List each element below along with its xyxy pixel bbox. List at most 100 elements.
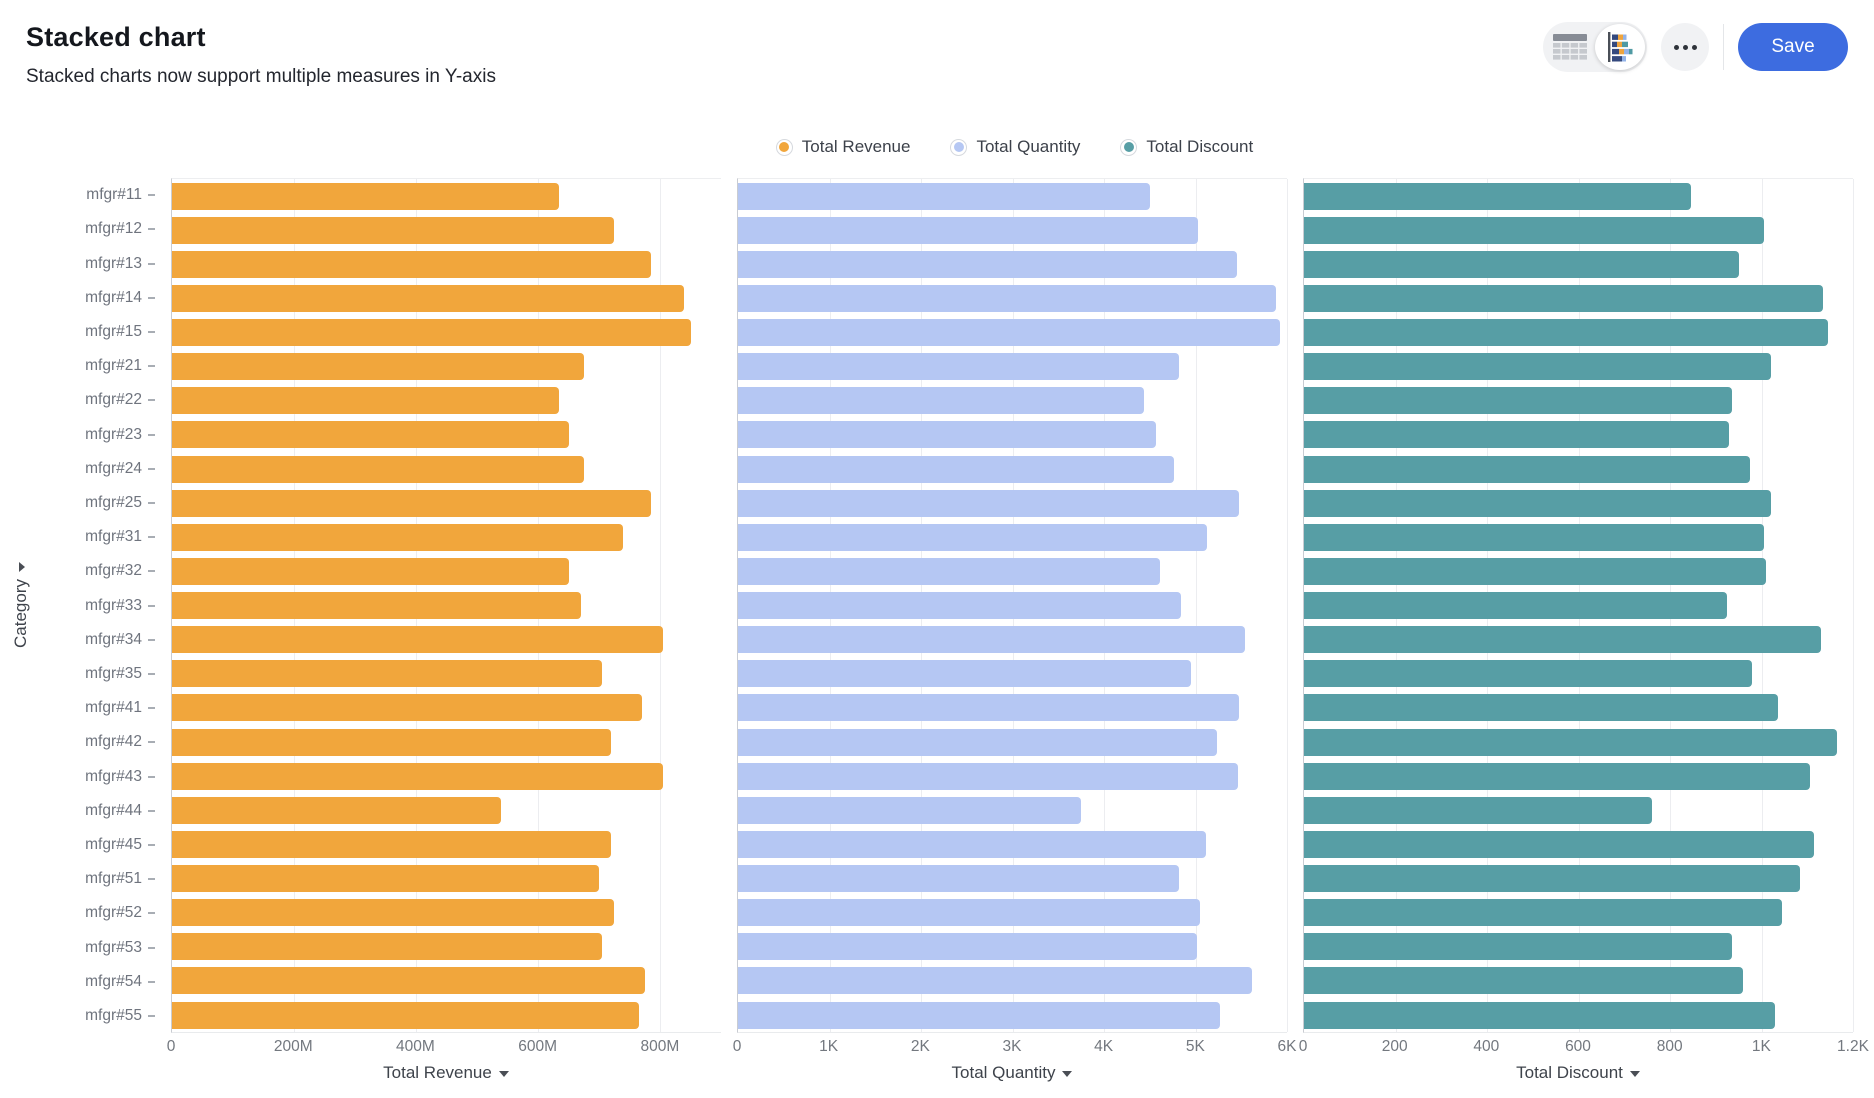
- more-options-button[interactable]: [1661, 23, 1709, 71]
- bar-mfgr-31-total-revenue[interactable]: [172, 523, 624, 551]
- bar-mfgr-23-total-quantity[interactable]: [738, 421, 1157, 449]
- bar-mfgr-15-total-discount[interactable]: [1304, 319, 1828, 347]
- gridline: [1853, 179, 1854, 1032]
- bar-mfgr-12-total-revenue[interactable]: [172, 216, 615, 244]
- bar-mfgr-15-total-revenue[interactable]: [172, 319, 691, 347]
- category-row-mfgr-54: mfgr#54: [0, 965, 155, 999]
- bar-mfgr-11-total-revenue[interactable]: [172, 182, 560, 210]
- bar-mfgr-52-total-discount[interactable]: [1304, 899, 1783, 927]
- category-row-mfgr-45: mfgr#45: [0, 828, 155, 862]
- bar-mfgr-13-total-quantity[interactable]: [738, 250, 1237, 278]
- bar-mfgr-25-total-quantity[interactable]: [738, 489, 1239, 517]
- bar-mfgr-22-total-quantity[interactable]: [738, 387, 1145, 415]
- bar-mfgr-14-total-quantity[interactable]: [738, 284, 1277, 312]
- bar-mfgr-43-total-discount[interactable]: [1304, 762, 1810, 790]
- bar-mfgr-25-total-discount[interactable]: [1304, 489, 1771, 517]
- bar-mfgr-52-total-revenue[interactable]: [172, 899, 615, 927]
- bar-mfgr-25-total-revenue[interactable]: [172, 489, 651, 517]
- bar-mfgr-13-total-discount[interactable]: [1304, 250, 1739, 278]
- bar-mfgr-34-total-quantity[interactable]: [738, 626, 1245, 654]
- legend-item-total-discount[interactable]: Total Discount: [1120, 137, 1253, 157]
- bar-mfgr-11-total-quantity[interactable]: [738, 182, 1150, 210]
- bar-mfgr-31-total-discount[interactable]: [1304, 523, 1764, 551]
- legend-item-total-quantity[interactable]: Total Quantity: [950, 137, 1080, 157]
- bar-mfgr-32-total-discount[interactable]: [1304, 557, 1767, 585]
- bar-row: [1304, 793, 1853, 827]
- bar-row: [1304, 384, 1853, 418]
- bar-mfgr-45-total-discount[interactable]: [1304, 830, 1815, 858]
- bar-mfgr-35-total-discount[interactable]: [1304, 660, 1753, 688]
- bar-mfgr-23-total-discount[interactable]: [1304, 421, 1730, 449]
- bar-mfgr-21-total-discount[interactable]: [1304, 353, 1771, 381]
- bar-mfgr-35-total-quantity[interactable]: [738, 660, 1191, 688]
- bar-mfgr-44-total-discount[interactable]: [1304, 796, 1652, 824]
- bar-mfgr-54-total-revenue[interactable]: [172, 967, 645, 995]
- bar-mfgr-51-total-quantity[interactable]: [738, 865, 1180, 893]
- legend-item-total-revenue[interactable]: Total Revenue: [775, 137, 910, 157]
- bar-mfgr-55-total-revenue[interactable]: [172, 1001, 639, 1029]
- bar-mfgr-44-total-revenue[interactable]: [172, 796, 502, 824]
- bar-mfgr-43-total-revenue[interactable]: [172, 762, 664, 790]
- bar-mfgr-53-total-revenue[interactable]: [172, 933, 603, 961]
- table-view-button[interactable]: [1545, 24, 1595, 70]
- bar-mfgr-24-total-quantity[interactable]: [738, 455, 1175, 483]
- bar-mfgr-14-total-discount[interactable]: [1304, 284, 1824, 312]
- bar-mfgr-33-total-revenue[interactable]: [172, 592, 581, 620]
- x-axis-title-total-discount[interactable]: Total Discount: [1303, 1063, 1853, 1083]
- bar-mfgr-14-total-revenue[interactable]: [172, 284, 685, 312]
- bar-mfgr-41-total-revenue[interactable]: [172, 694, 642, 722]
- category-label: mfgr#21: [85, 357, 142, 375]
- bar-row: [738, 930, 1287, 964]
- category-tick: [148, 467, 155, 470]
- bar-mfgr-33-total-quantity[interactable]: [738, 592, 1181, 620]
- bar-row: [1304, 179, 1853, 213]
- x-axis-title-total-quantity[interactable]: Total Quantity: [737, 1063, 1287, 1083]
- bar-mfgr-11-total-discount[interactable]: [1304, 182, 1691, 210]
- bar-mfgr-22-total-discount[interactable]: [1304, 387, 1732, 415]
- bar-mfgr-55-total-quantity[interactable]: [738, 1001, 1221, 1029]
- bar-mfgr-21-total-revenue[interactable]: [172, 353, 584, 381]
- x-axis-title-total-revenue[interactable]: Total Revenue: [171, 1063, 721, 1083]
- bar-mfgr-54-total-discount[interactable]: [1304, 967, 1744, 995]
- bar-mfgr-51-total-discount[interactable]: [1304, 865, 1801, 893]
- bar-mfgr-54-total-quantity[interactable]: [738, 967, 1253, 995]
- bar-row: [172, 418, 721, 452]
- bar-mfgr-22-total-revenue[interactable]: [172, 387, 560, 415]
- bar-mfgr-21-total-quantity[interactable]: [738, 353, 1180, 381]
- bar-mfgr-12-total-quantity[interactable]: [738, 216, 1199, 244]
- bar-mfgr-32-total-revenue[interactable]: [172, 557, 569, 585]
- bar-mfgr-43-total-quantity[interactable]: [738, 762, 1238, 790]
- save-button[interactable]: Save: [1738, 23, 1848, 71]
- bar-mfgr-44-total-quantity[interactable]: [738, 796, 1082, 824]
- bar-mfgr-51-total-revenue[interactable]: [172, 865, 599, 893]
- bar-mfgr-45-total-revenue[interactable]: [172, 830, 612, 858]
- bar-mfgr-35-total-revenue[interactable]: [172, 660, 603, 688]
- bar-mfgr-53-total-discount[interactable]: [1304, 933, 1732, 961]
- bar-mfgr-24-total-revenue[interactable]: [172, 455, 584, 483]
- bar-row: [738, 793, 1287, 827]
- bar-mfgr-41-total-discount[interactable]: [1304, 694, 1778, 722]
- chart-view-button[interactable]: [1595, 24, 1645, 70]
- bar-mfgr-12-total-discount[interactable]: [1304, 216, 1764, 244]
- bar-mfgr-24-total-discount[interactable]: [1304, 455, 1751, 483]
- bar-mfgr-42-total-revenue[interactable]: [172, 728, 612, 756]
- bar-mfgr-13-total-revenue[interactable]: [172, 250, 651, 278]
- category-axis-title[interactable]: Category: [11, 562, 31, 648]
- bar-mfgr-34-total-revenue[interactable]: [172, 626, 664, 654]
- bar-mfgr-34-total-discount[interactable]: [1304, 626, 1821, 654]
- bar-mfgr-31-total-quantity[interactable]: [738, 523, 1208, 551]
- bar-mfgr-42-total-quantity[interactable]: [738, 728, 1217, 756]
- bar-mfgr-45-total-quantity[interactable]: [738, 830, 1206, 858]
- legend-label: Total Discount: [1146, 137, 1254, 156]
- bar-mfgr-53-total-quantity[interactable]: [738, 933, 1198, 961]
- bar-mfgr-15-total-quantity[interactable]: [738, 319, 1280, 347]
- bar-mfgr-33-total-discount[interactable]: [1304, 592, 1728, 620]
- bar-mfgr-55-total-discount[interactable]: [1304, 1001, 1776, 1029]
- bar-mfgr-41-total-quantity[interactable]: [738, 694, 1239, 722]
- bar-mfgr-32-total-quantity[interactable]: [738, 557, 1160, 585]
- bar-row: [738, 418, 1287, 452]
- bar-mfgr-42-total-discount[interactable]: [1304, 728, 1837, 756]
- bar-row: [738, 759, 1287, 793]
- bar-mfgr-52-total-quantity[interactable]: [738, 899, 1201, 927]
- bar-mfgr-23-total-revenue[interactable]: [172, 421, 569, 449]
